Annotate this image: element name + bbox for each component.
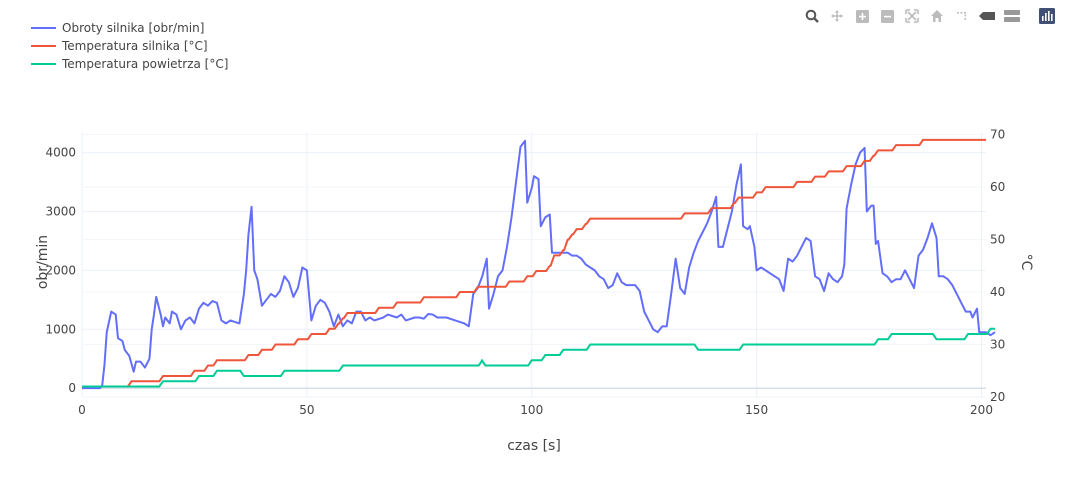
x-tick-label: 100: [520, 403, 543, 417]
y-tick-label: 2000: [45, 263, 76, 277]
y-tick-label: 0: [68, 381, 76, 395]
legend: Obroty silnika [obr/min] Temperatura sil…: [31, 21, 228, 71]
modebar: [804, 6, 1055, 26]
y-axis-title: obr/min: [35, 235, 51, 289]
legend-item-air-temp[interactable]: Temperatura powietrza [°C]: [31, 57, 228, 71]
plotly-logo-icon[interactable]: [1039, 8, 1055, 24]
y-tick-label: 4000: [45, 146, 76, 160]
zoom-in-icon[interactable]: [854, 8, 870, 24]
pan-icon[interactable]: [829, 8, 845, 24]
legend-label-engine-rpm: Obroty silnika [obr/min]: [62, 21, 204, 35]
y2-tick-label: 50: [990, 233, 1005, 247]
x-tick-label: 50: [299, 403, 314, 417]
x-tick-label: 150: [745, 403, 768, 417]
x-tick-label: 0: [78, 403, 86, 417]
y-tick-label: 1000: [45, 322, 76, 336]
zoom-out-icon[interactable]: [879, 8, 895, 24]
plot-area[interactable]: [82, 138, 996, 390]
tick-labels: 0 50 100 150 2000100020003000400020304050607…: [45, 128, 1005, 417]
y2-tick-label: 60: [990, 180, 1005, 194]
home-icon[interactable]: [929, 8, 945, 24]
y2-tick-label: 40: [990, 285, 1005, 299]
y2-tick-label: 70: [990, 128, 1005, 142]
y-tick-label: 3000: [45, 205, 76, 219]
legend-item-engine-temp[interactable]: Temperatura silnika [°C]: [31, 39, 208, 53]
gridlines: [81, 132, 986, 398]
autoscale-icon[interactable]: [904, 8, 920, 24]
series-engine-temp[interactable]: [82, 138, 986, 388]
y2-axis-title: °C: [1018, 254, 1034, 271]
legend-item-engine-rpm[interactable]: Obroty silnika [obr/min]: [31, 21, 204, 35]
hover-compare-icon[interactable]: [1004, 8, 1020, 24]
y2-tick-label: 20: [990, 390, 1005, 404]
x-axis-title: czas [s]: [507, 438, 561, 454]
spike-lines-icon[interactable]: [954, 8, 970, 24]
y2-tick-label: 30: [990, 338, 1005, 352]
hover-closest-icon[interactable]: [979, 8, 995, 24]
series-air-temp[interactable]: [82, 327, 995, 388]
x-tick-label: 200: [970, 403, 993, 417]
series-engine-rpm[interactable]: [82, 139, 996, 390]
legend-label-engine-temp: Temperatura silnika [°C]: [61, 39, 208, 53]
zoom-icon[interactable]: [804, 8, 820, 24]
legend-label-air-temp: Temperatura powietrza [°C]: [61, 57, 228, 71]
